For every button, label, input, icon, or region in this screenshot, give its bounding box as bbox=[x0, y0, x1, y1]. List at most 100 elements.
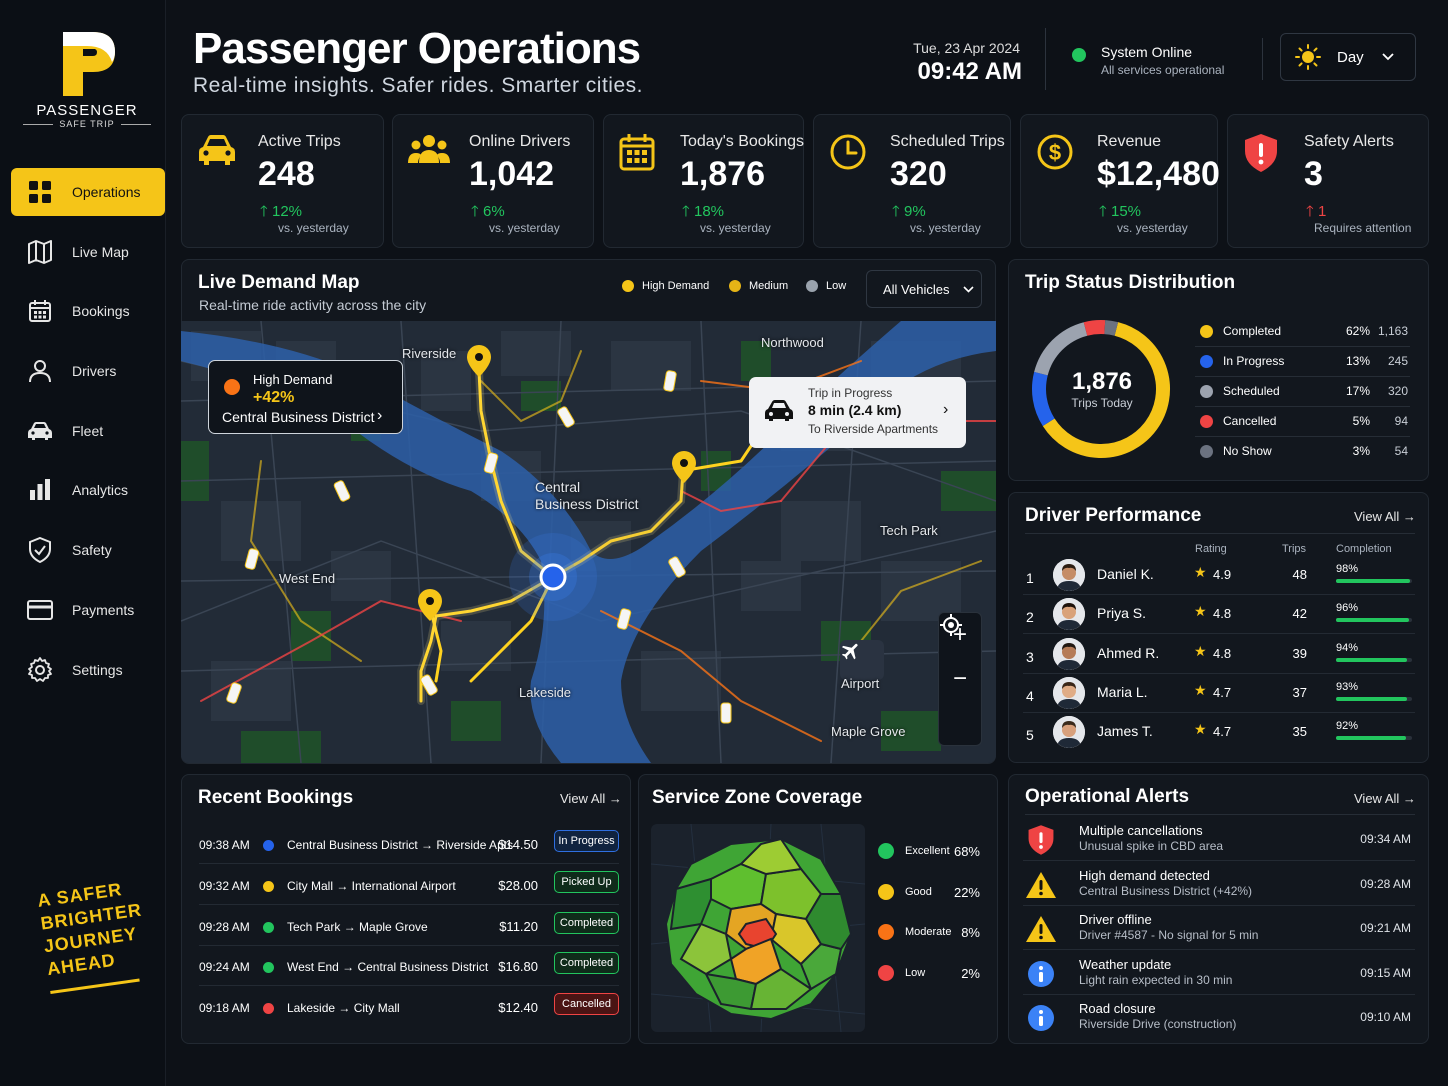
col-header-rating: Rating bbox=[1195, 543, 1227, 555]
kpi-label: Revenue bbox=[1097, 133, 1162, 150]
driver-completion: 94% bbox=[1336, 641, 1359, 654]
alert-row[interactable]: Weather update Light rain expected in 30… bbox=[1023, 952, 1415, 996]
card-icon bbox=[27, 597, 53, 623]
zone-pct: 22% bbox=[953, 884, 980, 900]
sidebar-item-bookings[interactable]: Bookings bbox=[11, 287, 165, 335]
booking-row[interactable]: 09:28 AM Tech Park → Maple Grove $11.20 … bbox=[199, 911, 621, 952]
alert-title: Weather update bbox=[1079, 956, 1172, 972]
driver-performance-title: Driver Performance bbox=[1025, 505, 1202, 526]
map-label-tech-park: Tech Park bbox=[880, 523, 938, 538]
map-label-central: Central bbox=[535, 479, 581, 495]
zoom-out-button[interactable]: − bbox=[952, 665, 967, 692]
divider bbox=[1195, 346, 1410, 347]
driver-row[interactable]: 2 Priya S. ★ 4.8 42 96% bbox=[1023, 596, 1415, 635]
sidebar-item-fleet[interactable]: Fleet bbox=[11, 407, 165, 455]
map-label-northwood: Northwood bbox=[761, 335, 824, 350]
divider bbox=[199, 903, 619, 905]
alert-row[interactable]: Road closure Riverside Drive (constructi… bbox=[1023, 996, 1415, 1040]
booking-row[interactable]: 09:32 AM City Mall → International Airpo… bbox=[199, 870, 621, 911]
kpi-card-scheduled-trips[interactable]: Scheduled Trips 320 🡑 9% vs. yesterday bbox=[813, 114, 1011, 248]
sidebar-item-settings[interactable]: Settings bbox=[11, 646, 165, 694]
kpi-label: Scheduled Trips bbox=[890, 133, 1005, 150]
booking-route: City Mall → International Airport bbox=[287, 878, 456, 893]
sidebar-item-analytics[interactable]: Analytics bbox=[11, 466, 165, 514]
legend-dot bbox=[1200, 355, 1213, 368]
bookings-view-all-link[interactable]: View All → bbox=[560, 791, 622, 806]
status-count: 245 bbox=[1387, 354, 1408, 368]
sidebar-item-safety[interactable]: Safety bbox=[11, 526, 165, 574]
sidebar-item-label: Drivers bbox=[72, 363, 117, 380]
brand-subtitle: SAFE TRIP bbox=[22, 119, 152, 129]
kpi-change: 🡑 6% bbox=[471, 203, 505, 220]
donut-center-value: 1,876 bbox=[1071, 368, 1133, 395]
kpi-label: Online Drivers bbox=[469, 133, 571, 150]
status-badge: Picked Up bbox=[554, 870, 619, 893]
divider bbox=[1023, 993, 1415, 995]
high-demand-value: +42% bbox=[253, 389, 295, 406]
sidebar-item-operations[interactable]: Operations bbox=[11, 168, 165, 216]
completion-bar-fill bbox=[1336, 696, 1407, 701]
sun-icon bbox=[1295, 44, 1321, 70]
col-header-completion: Completion bbox=[1336, 543, 1392, 555]
legend-dot bbox=[878, 843, 894, 859]
booking-time: 09:38 AM bbox=[199, 838, 250, 852]
map-subtitle: Real-time ride activity across the city bbox=[199, 297, 427, 313]
live-demand-map[interactable]: Riverside Northwood Central Business Dis… bbox=[181, 321, 996, 763]
driver-row[interactable]: 5 James T. ★ 4.7 35 92% bbox=[1023, 714, 1415, 753]
chevron-right-icon: › bbox=[943, 401, 949, 418]
sidebar-item-live-map[interactable]: Live Map bbox=[11, 228, 165, 276]
high-demand-card[interactable]: High Demand +42% Central Business Distri… bbox=[208, 360, 403, 434]
donut-slice-no-show bbox=[1104, 320, 1119, 336]
driver-view-all-link[interactable]: View All → bbox=[1354, 509, 1416, 524]
sidebar-item-label: Payments bbox=[72, 601, 135, 618]
legend-dot bbox=[622, 280, 634, 292]
zone-pct: 8% bbox=[961, 925, 980, 940]
donut-slice-in-progress bbox=[1032, 371, 1055, 427]
sidebar-item-drivers[interactable]: Drivers bbox=[11, 347, 165, 395]
car-icon bbox=[27, 418, 53, 444]
kpi-card-active-trips[interactable]: Active Trips 248 🡑 12% vs. yesterday bbox=[181, 114, 384, 248]
alert-row[interactable]: High demand detected Central Business Di… bbox=[1023, 863, 1415, 907]
driver-row[interactable]: 3 Ahmed R. ★ 4.8 39 94% bbox=[1023, 636, 1415, 675]
theme-toggle-button[interactable]: Day bbox=[1280, 33, 1416, 81]
completion-bar-fill bbox=[1336, 736, 1406, 741]
kpi-card-safety-alerts[interactable]: Safety Alerts 3 🡑 1 Requires attention bbox=[1227, 114, 1429, 248]
kpi-change: 🡑 1 bbox=[1306, 203, 1327, 220]
driver-completion: 96% bbox=[1336, 602, 1359, 615]
driver-row[interactable]: 4 Maria L. ★ 4.7 37 93% bbox=[1023, 675, 1415, 714]
alert-row[interactable]: Driver offline Driver #4587 - No signal … bbox=[1023, 907, 1415, 951]
kpi-card-today-s-bookings[interactable]: Today's Bookings 1,876 🡑 18% vs. yesterd… bbox=[603, 114, 804, 248]
warning-icon bbox=[1024, 913, 1058, 945]
star-icon: ★ bbox=[1194, 721, 1207, 738]
status-count: 54 bbox=[1394, 444, 1408, 458]
booking-row[interactable]: 09:24 AM West End → Central Business Dis… bbox=[199, 952, 621, 992]
alert-subtitle: Unusual spike in CBD area bbox=[1079, 839, 1224, 853]
locate-button[interactable] bbox=[939, 614, 981, 745]
divider bbox=[1025, 814, 1415, 815]
map-label-maple-grove: Maple Grove bbox=[831, 724, 906, 739]
alert-shield-icon bbox=[1024, 824, 1058, 856]
col-header-trips: Trips bbox=[1282, 543, 1307, 555]
kpi-value: 1,042 bbox=[469, 155, 555, 193]
trip-in-progress-card[interactable]: Trip in Progress 8 min (2.4 km) To River… bbox=[749, 377, 966, 448]
brand-name: PASSENGER bbox=[36, 102, 138, 119]
airport-marker[interactable] bbox=[840, 640, 884, 680]
booking-status-dot bbox=[263, 921, 274, 933]
booking-status-dot bbox=[263, 880, 274, 892]
booking-time: 09:28 AM bbox=[199, 919, 250, 934]
driver-row[interactable]: 1 Daniel K. ★ 4.9 48 98% bbox=[1023, 557, 1415, 596]
sidebar-item-payments[interactable]: Payments bbox=[11, 586, 165, 634]
booking-row[interactable]: 09:18 AM Lakeside → City Mall $12.40 Can… bbox=[199, 993, 621, 1033]
brand-logo: PASSENGER SAFE TRIP bbox=[22, 28, 152, 138]
driver-rating: 4.8 bbox=[1213, 645, 1232, 661]
alerts-view-all-link[interactable]: View All → bbox=[1354, 791, 1416, 806]
divider bbox=[1023, 672, 1415, 674]
vehicle-filter-dropdown[interactable]: All Vehicles bbox=[866, 270, 982, 308]
kpi-card-online-drivers[interactable]: Online Drivers 1,042 🡑 6% vs. yesterday bbox=[392, 114, 594, 248]
legend-medium: Medium bbox=[729, 280, 788, 292]
divider bbox=[1195, 406, 1410, 407]
kpi-card-revenue[interactable]: $ Revenue $12,480 🡑 15% vs. yesterday bbox=[1020, 114, 1220, 248]
arrow-up-icon: 🡑 bbox=[471, 203, 479, 220]
alert-row[interactable]: Multiple cancellations Unusual spike in … bbox=[1023, 818, 1415, 862]
booking-row[interactable]: 09:38 AM Central Business District → Riv… bbox=[199, 830, 621, 870]
